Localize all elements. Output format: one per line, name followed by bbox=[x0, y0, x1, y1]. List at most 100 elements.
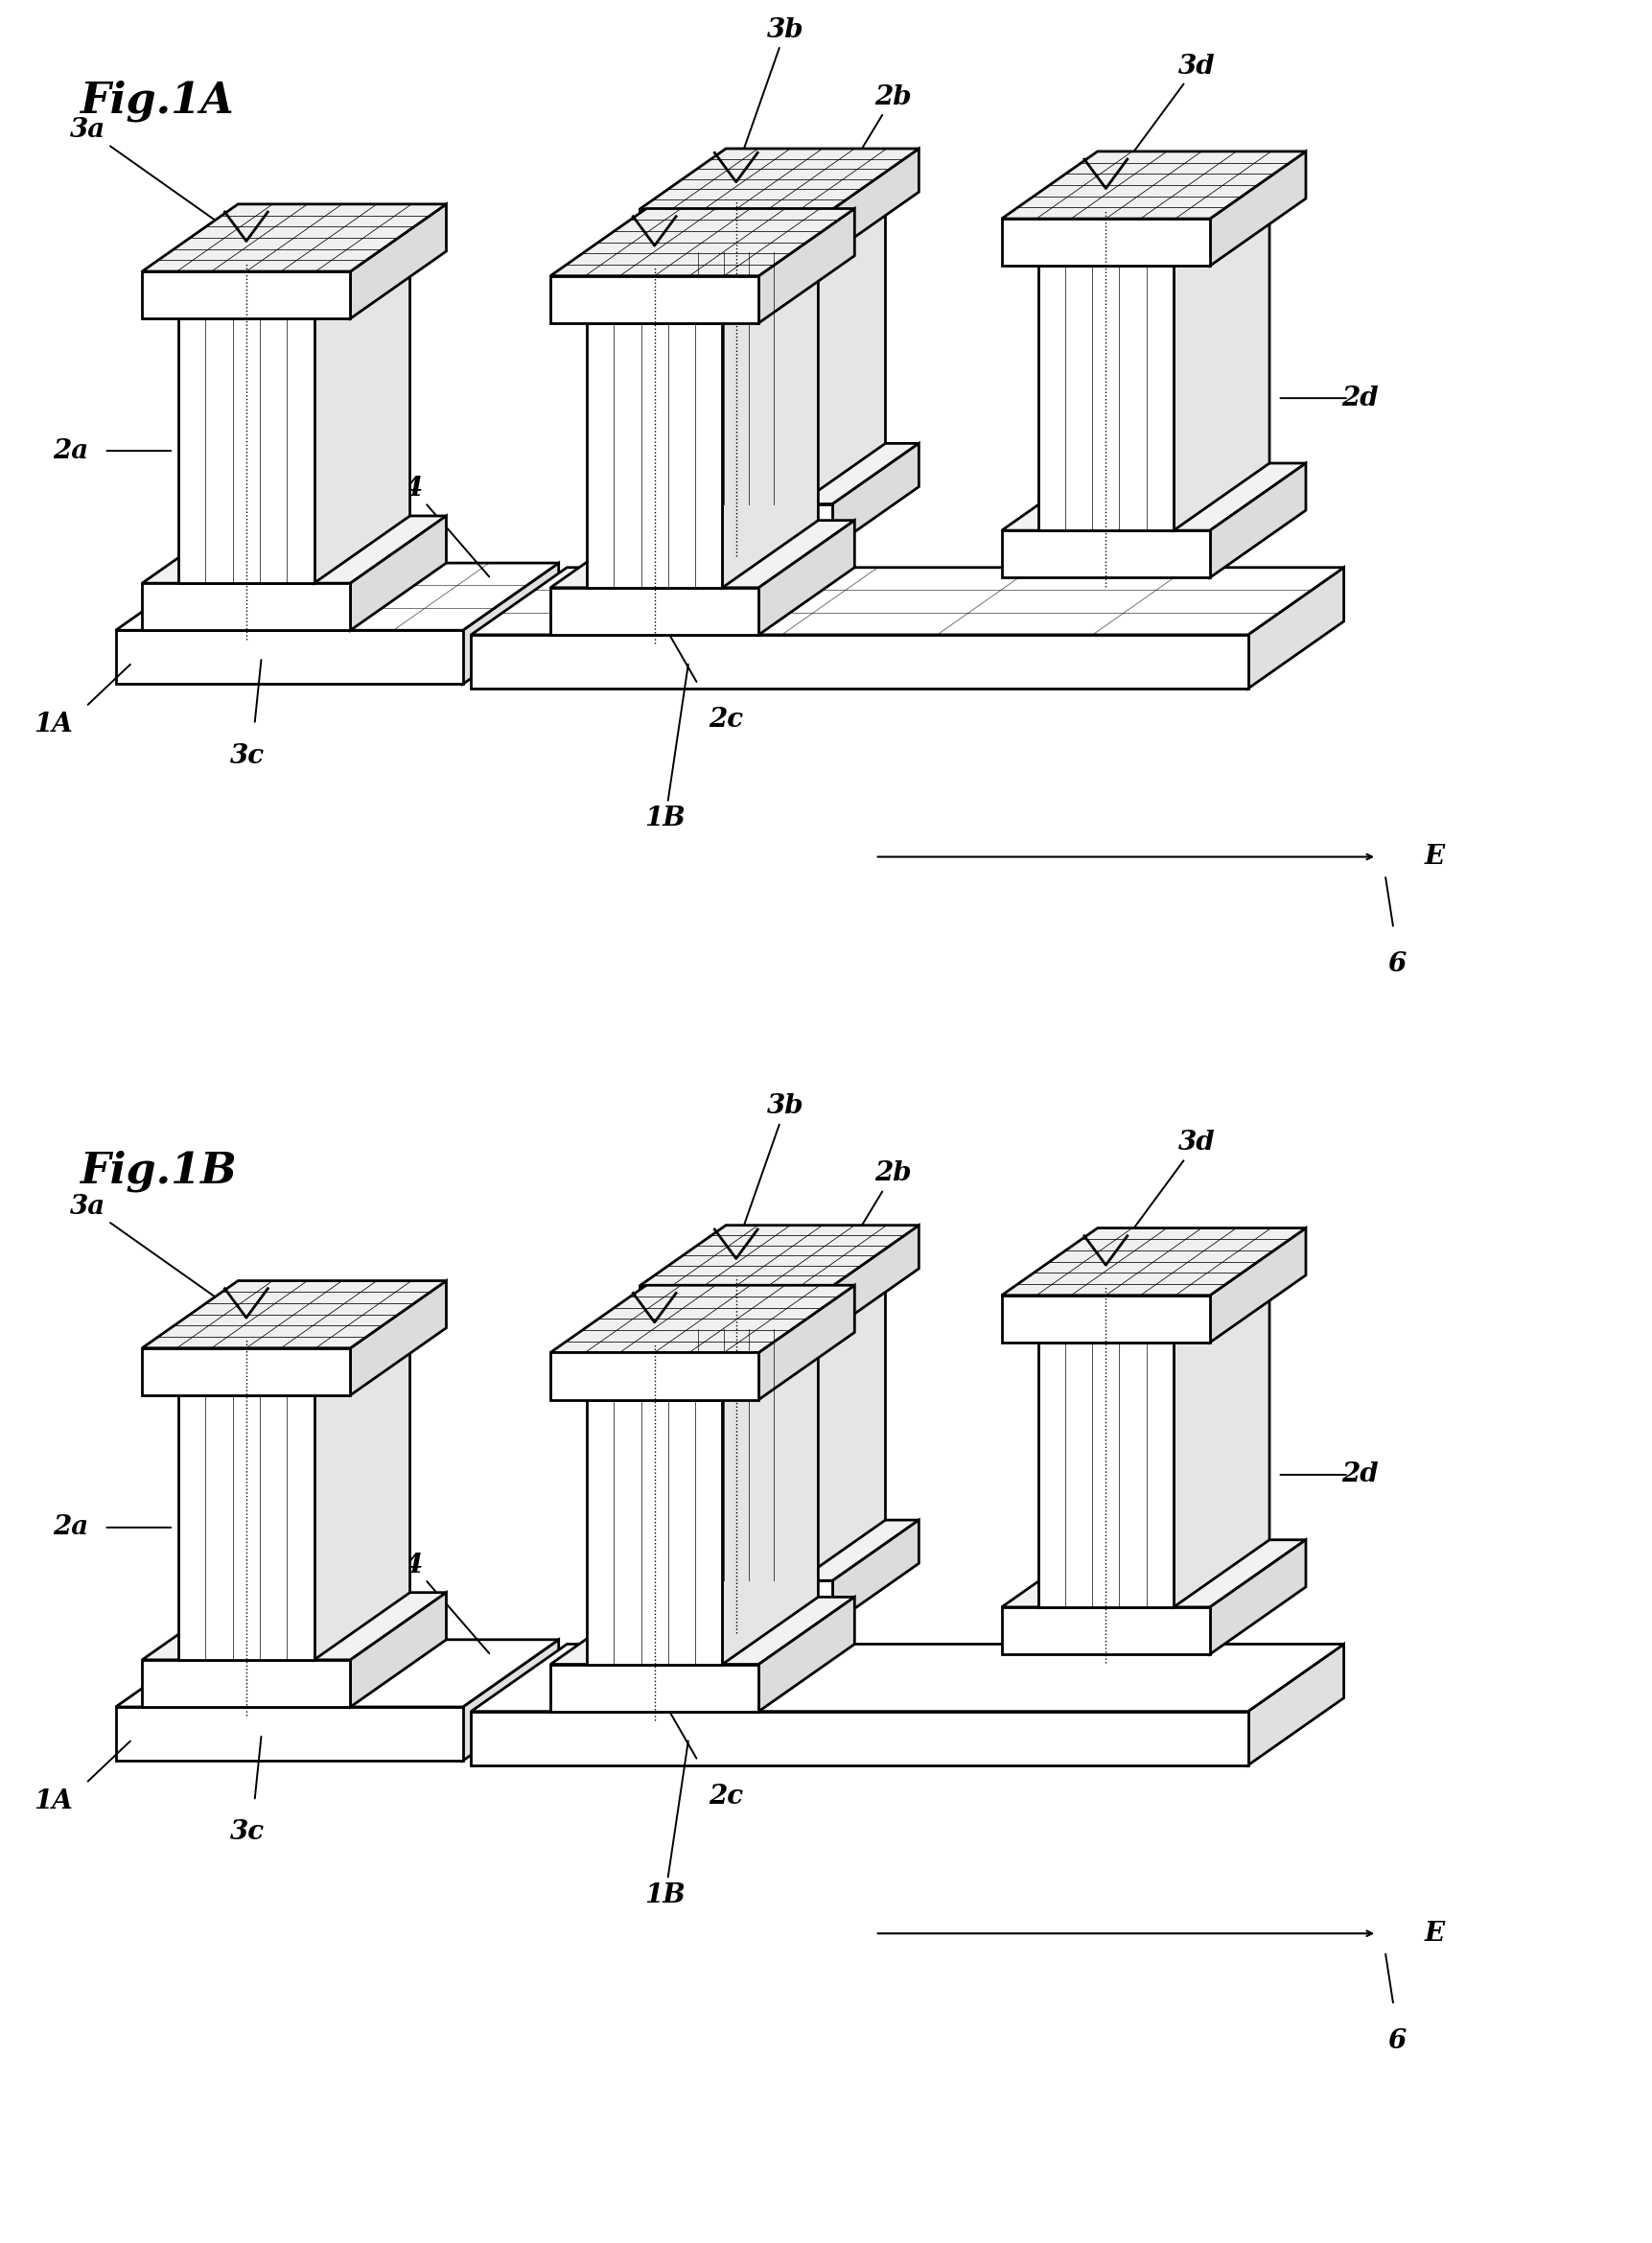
Polygon shape bbox=[586, 323, 722, 588]
Polygon shape bbox=[142, 1660, 350, 1707]
Polygon shape bbox=[550, 209, 854, 276]
Text: 2b: 2b bbox=[762, 83, 912, 314]
Polygon shape bbox=[1173, 1274, 1269, 1606]
Polygon shape bbox=[833, 148, 919, 253]
Polygon shape bbox=[550, 1597, 854, 1664]
Text: 3c: 3c bbox=[230, 1819, 264, 1846]
Text: 2d: 2d bbox=[1341, 1462, 1378, 1487]
Polygon shape bbox=[639, 1581, 833, 1624]
Polygon shape bbox=[463, 563, 558, 684]
Polygon shape bbox=[1001, 1539, 1305, 1606]
Polygon shape bbox=[1209, 1539, 1305, 1655]
Polygon shape bbox=[550, 588, 758, 635]
Polygon shape bbox=[1209, 1229, 1305, 1341]
Polygon shape bbox=[142, 583, 350, 630]
Polygon shape bbox=[1247, 567, 1343, 689]
Text: 3d: 3d bbox=[1107, 1130, 1214, 1265]
Polygon shape bbox=[142, 1348, 350, 1395]
Text: 2a: 2a bbox=[53, 1514, 89, 1541]
Text: Fig.1B: Fig.1B bbox=[79, 1151, 236, 1191]
Polygon shape bbox=[1037, 267, 1173, 532]
Polygon shape bbox=[639, 444, 919, 505]
Text: 3b: 3b bbox=[737, 16, 805, 168]
Text: E: E bbox=[1424, 1920, 1444, 1947]
Text: 1B: 1B bbox=[644, 664, 687, 832]
Polygon shape bbox=[1247, 1644, 1343, 1765]
Polygon shape bbox=[1209, 462, 1305, 576]
Polygon shape bbox=[639, 505, 833, 547]
Polygon shape bbox=[758, 1285, 854, 1400]
Polygon shape bbox=[1037, 1341, 1173, 1606]
Text: 3c: 3c bbox=[230, 742, 264, 769]
Polygon shape bbox=[639, 1225, 919, 1285]
Polygon shape bbox=[1001, 1606, 1209, 1655]
Polygon shape bbox=[314, 1328, 410, 1660]
Polygon shape bbox=[1001, 1229, 1305, 1296]
Text: 1B: 1B bbox=[644, 1741, 687, 1909]
Polygon shape bbox=[758, 1597, 854, 1711]
Text: E: E bbox=[1424, 843, 1444, 870]
Polygon shape bbox=[639, 1521, 919, 1581]
Text: 1A: 1A bbox=[33, 711, 73, 738]
Polygon shape bbox=[722, 1332, 818, 1664]
Polygon shape bbox=[550, 1353, 758, 1400]
Polygon shape bbox=[639, 1285, 833, 1330]
Polygon shape bbox=[639, 148, 919, 209]
Text: 2a: 2a bbox=[53, 437, 89, 464]
Polygon shape bbox=[1001, 462, 1305, 532]
Polygon shape bbox=[116, 563, 558, 630]
Polygon shape bbox=[1001, 532, 1209, 576]
Polygon shape bbox=[350, 1281, 446, 1395]
Text: 3a: 3a bbox=[69, 117, 244, 240]
Polygon shape bbox=[758, 520, 854, 635]
Polygon shape bbox=[350, 204, 446, 319]
Text: 3d: 3d bbox=[1107, 54, 1214, 188]
Polygon shape bbox=[116, 1707, 463, 1761]
Polygon shape bbox=[142, 1281, 446, 1348]
Polygon shape bbox=[471, 567, 1343, 635]
Polygon shape bbox=[142, 516, 446, 583]
Polygon shape bbox=[314, 251, 410, 583]
Polygon shape bbox=[672, 1330, 798, 1581]
Polygon shape bbox=[586, 1400, 722, 1664]
Polygon shape bbox=[178, 1395, 314, 1660]
Text: 2c: 2c bbox=[709, 707, 743, 733]
Polygon shape bbox=[142, 204, 446, 271]
Polygon shape bbox=[471, 635, 1247, 689]
Polygon shape bbox=[798, 1270, 885, 1581]
Polygon shape bbox=[1173, 200, 1269, 532]
Polygon shape bbox=[758, 209, 854, 323]
Polygon shape bbox=[550, 1285, 854, 1353]
Polygon shape bbox=[798, 193, 885, 505]
Polygon shape bbox=[833, 1225, 919, 1330]
Polygon shape bbox=[142, 271, 350, 319]
Polygon shape bbox=[833, 1521, 919, 1624]
Text: 1A: 1A bbox=[33, 1788, 73, 1815]
Polygon shape bbox=[116, 1640, 558, 1707]
Polygon shape bbox=[672, 253, 798, 505]
Text: 6: 6 bbox=[1386, 951, 1406, 978]
Polygon shape bbox=[639, 209, 833, 253]
Polygon shape bbox=[833, 444, 919, 547]
Text: Fig.1A: Fig.1A bbox=[79, 81, 233, 121]
Polygon shape bbox=[471, 1711, 1247, 1765]
Text: 2b: 2b bbox=[762, 1160, 912, 1391]
Polygon shape bbox=[471, 1644, 1343, 1711]
Text: 4: 4 bbox=[403, 476, 489, 576]
Text: 3a: 3a bbox=[69, 1193, 244, 1317]
Polygon shape bbox=[550, 276, 758, 323]
Polygon shape bbox=[1001, 1296, 1209, 1341]
Text: 3b: 3b bbox=[737, 1092, 805, 1245]
Text: 6: 6 bbox=[1386, 2028, 1406, 2055]
Polygon shape bbox=[1001, 218, 1209, 267]
Text: 2d: 2d bbox=[1341, 386, 1378, 410]
Text: 4: 4 bbox=[403, 1552, 489, 1653]
Polygon shape bbox=[722, 256, 818, 588]
Polygon shape bbox=[350, 1593, 446, 1707]
Polygon shape bbox=[550, 520, 854, 588]
Polygon shape bbox=[116, 630, 463, 684]
Polygon shape bbox=[178, 319, 314, 583]
Polygon shape bbox=[550, 1664, 758, 1711]
Polygon shape bbox=[350, 516, 446, 630]
Polygon shape bbox=[463, 1640, 558, 1761]
